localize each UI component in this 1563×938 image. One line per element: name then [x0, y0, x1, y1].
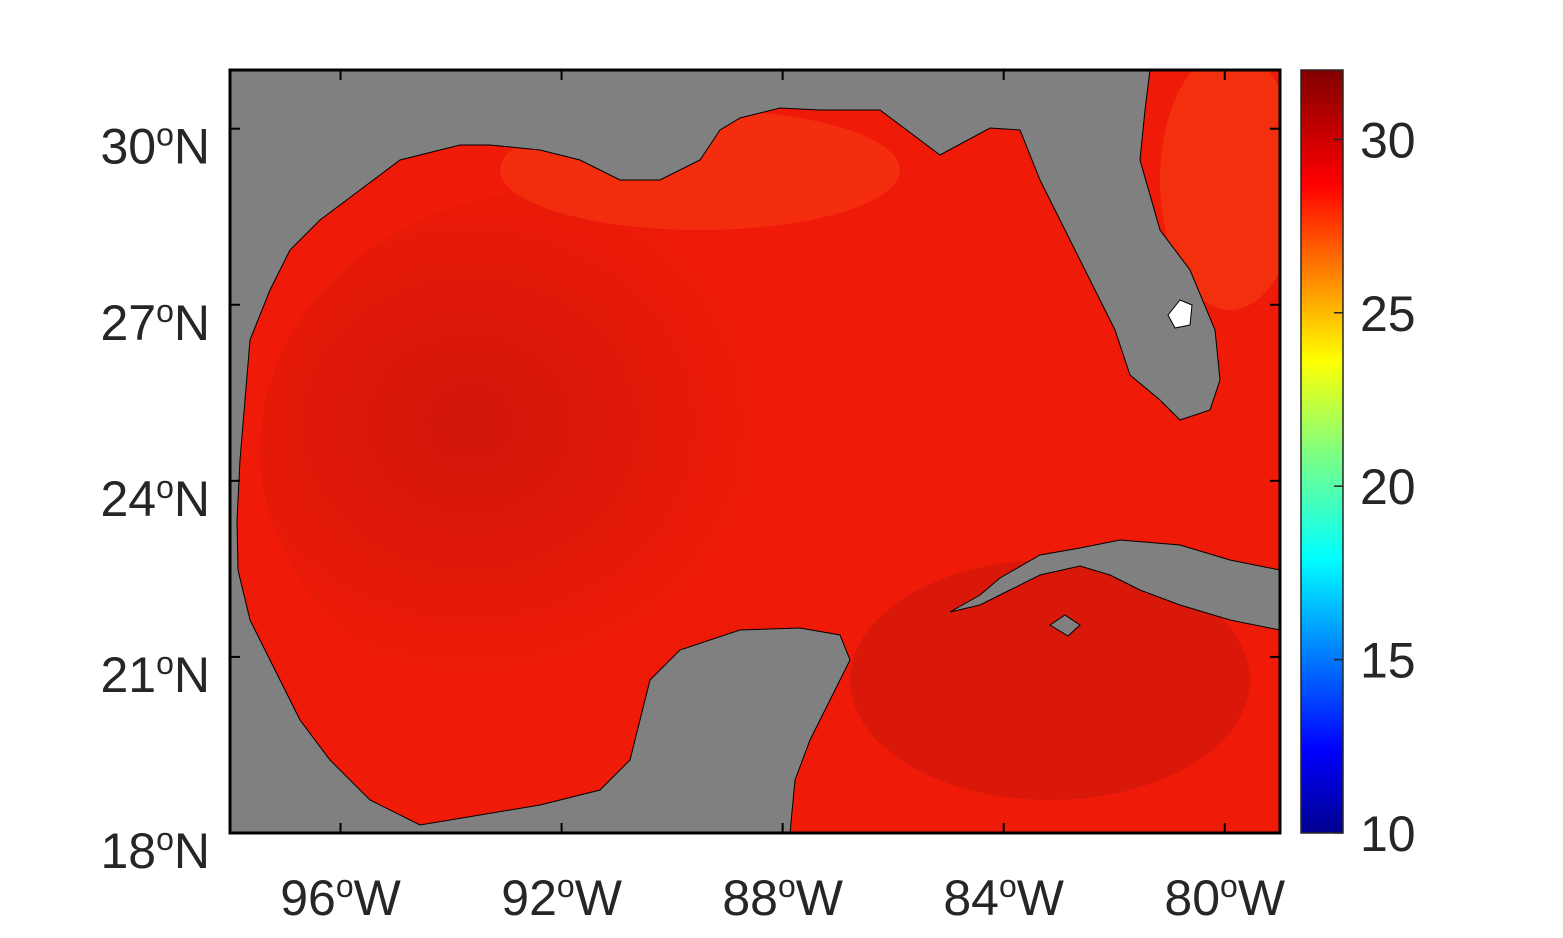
colorbar-tick-label: 30	[1360, 112, 1416, 168]
y-axis: 30oN 27oN 24oN 21oN 18oN	[100, 117, 1280, 879]
x-axis: 96oW 92oW 88oW 84oW 80oW	[280, 70, 1286, 926]
colorbar	[1300, 69, 1344, 834]
map-area	[230, 70, 1280, 833]
x-tick-label: 96oW	[280, 868, 401, 926]
land-lake-okeechobee	[1167, 299, 1193, 329]
axes-box	[228, 68, 1282, 835]
warm-core	[260, 190, 860, 710]
y-tick-label: 21oN	[100, 645, 210, 703]
y-tick-label: 24oN	[100, 469, 210, 527]
x-tick-label: 88oW	[722, 868, 843, 926]
x-tick-label: 84oW	[943, 868, 1064, 926]
land-north-america	[230, 70, 1221, 833]
y-tick-label: 18oN	[100, 821, 210, 879]
colorbar-tick-label: 15	[1360, 633, 1416, 689]
colorbar-tick-label: 25	[1360, 286, 1416, 342]
atlantic-cooler	[1160, 70, 1280, 310]
land-isle-of-youth	[1049, 614, 1081, 637]
land-cuba	[949, 539, 1280, 631]
x-tick-label: 80oW	[1164, 868, 1285, 926]
colorbar-tick-label: 20	[1360, 459, 1416, 515]
x-tick-label: 92oW	[501, 868, 622, 926]
colorbar-ticks: 30 25 20 15 10	[1334, 112, 1416, 862]
colorbar-tick-label: 10	[1360, 806, 1416, 862]
y-tick-label: 30oN	[100, 117, 210, 175]
caribbean-warm	[850, 560, 1250, 800]
y-tick-label: 27oN	[100, 293, 210, 351]
